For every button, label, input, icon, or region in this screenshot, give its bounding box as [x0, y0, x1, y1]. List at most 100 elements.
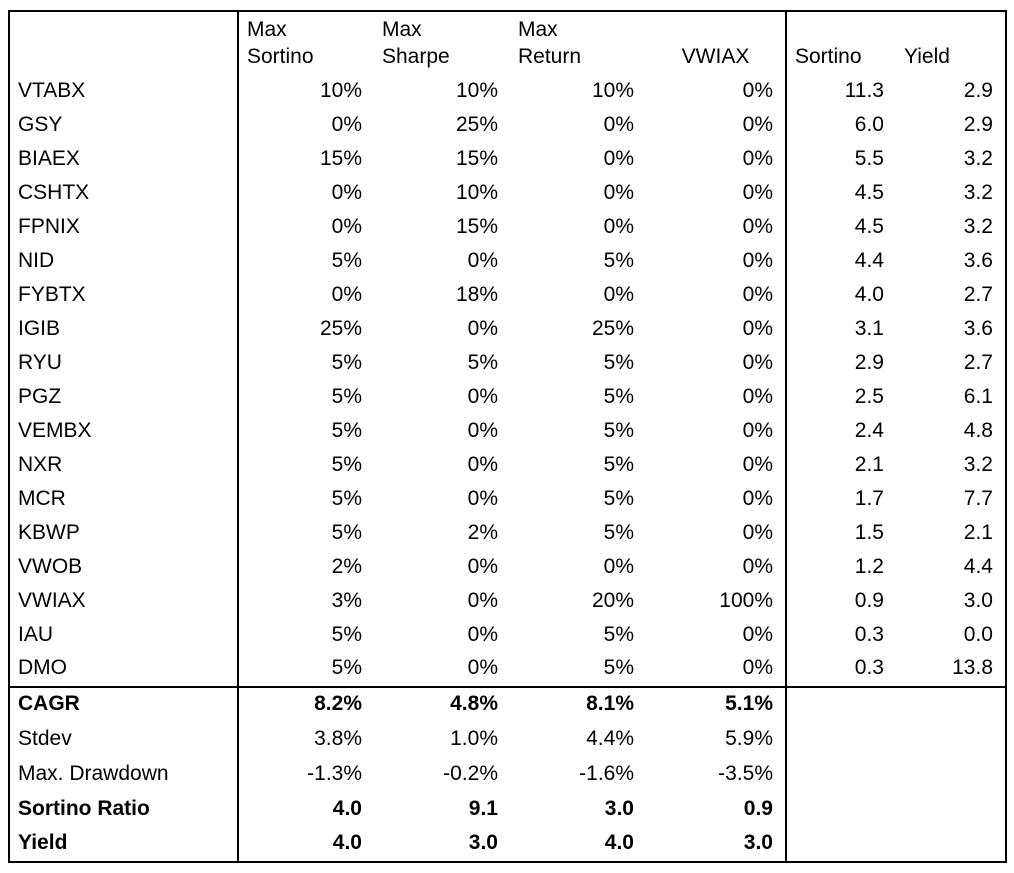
summary-value-cell: 5.9%	[646, 722, 787, 757]
summary-value-cell: 8.2%	[238, 686, 374, 722]
value-cell: 1.7	[854, 486, 884, 510]
value-cell: 0%	[467, 655, 498, 679]
summary-value-cell: -1.3%	[307, 761, 362, 785]
value-cell: 2.5	[854, 384, 884, 408]
value-cell: 2.9	[963, 112, 993, 136]
summary-value-cell: 8.1%	[510, 686, 646, 722]
fund-row: IAU 5% 0% 5% 0% 0.3 0.0	[9, 619, 1006, 653]
value-cell: 2.4	[854, 418, 884, 442]
value-cell: 4.8	[963, 418, 993, 442]
value-cell: 0.3	[854, 655, 884, 679]
value-cell: 10%	[591, 78, 634, 102]
summary-label-cell: Max. Drawdown	[9, 757, 239, 792]
value-cell: 0%	[646, 619, 787, 653]
summary-row: Stdev 3.8% 1.0% 4.4% 5.9%	[9, 722, 1006, 757]
value-cell: 0%	[646, 109, 787, 143]
header-max-return-line2: Return	[518, 44, 582, 68]
ticker-cell: IGIB	[9, 313, 239, 347]
header-empty	[786, 11, 896, 42]
summary-label-cell: CAGR	[9, 686, 239, 722]
value-cell: 15%	[319, 146, 362, 170]
summary-value-cell: 9.1	[468, 796, 498, 820]
header-max-sortino-line1: Max	[247, 17, 287, 41]
summary-value-cell: 3.0	[604, 796, 634, 820]
value-cell: 5%	[603, 452, 634, 476]
value-cell: 2.7	[963, 282, 993, 306]
value-cell: 2.1	[854, 452, 884, 476]
fund-row: PGZ 5% 0% 5% 0% 2.5 6.1	[9, 381, 1006, 415]
value-cell: 5.5	[854, 146, 884, 170]
value-cell: 1.2	[854, 554, 884, 578]
ticker-cell: VWOB	[9, 551, 239, 585]
value-cell: 7.7	[963, 486, 993, 510]
summary-value-cell	[896, 686, 1006, 722]
value-cell: 4.4	[854, 248, 884, 272]
value-cell: 0%	[331, 180, 362, 204]
value-cell: 10%	[455, 78, 498, 102]
fund-row: CSHTX 0% 10% 0% 0% 4.5 3.2	[9, 177, 1006, 211]
value-cell: 4.0	[854, 282, 884, 306]
summary-label-cell: Yield	[9, 827, 239, 862]
summary-value-cell: 4.0	[332, 830, 362, 854]
value-cell: 0%	[603, 180, 634, 204]
value-cell: 0%	[331, 112, 362, 136]
fund-row: VWOB 2% 0% 0% 0% 1.2 4.4	[9, 551, 1006, 585]
value-cell: 2.7	[963, 350, 993, 374]
summary-value-cell: 3.0	[468, 830, 498, 854]
value-cell: 5%	[331, 655, 362, 679]
ticker-cell: BIAEX	[9, 143, 239, 177]
value-cell: 5%	[331, 384, 362, 408]
summary-row: Max. Drawdown -1.3% -0.2% -1.6% -3.5%	[9, 757, 1006, 792]
value-cell: 0%	[646, 211, 787, 245]
ticker-cell: KBWP	[9, 517, 239, 551]
value-cell: 0%	[467, 622, 498, 646]
summary-row: CAGR 8.2% 4.8% 8.1% 5.1%	[9, 686, 1006, 722]
summary-value-cell	[896, 757, 1006, 792]
summary-value-cell: 4.4%	[586, 726, 634, 750]
value-cell: 3%	[331, 588, 362, 612]
value-cell: 0%	[646, 143, 787, 177]
value-cell: 0.0	[963, 622, 993, 646]
summary-value-cell: 0.9	[646, 792, 787, 827]
table-header: Max Max Max Sortino Sharpe Return VWIAX …	[9, 11, 1006, 75]
summary-value-cell	[896, 792, 1006, 827]
summary-value-cell	[896, 722, 1006, 757]
ticker-cell: DMO	[9, 653, 239, 687]
value-cell: 0%	[646, 177, 787, 211]
value-cell: 5%	[603, 248, 634, 272]
summary-row: Yield 4.0 3.0 4.0 3.0	[9, 827, 1006, 862]
value-cell: 0%	[603, 554, 634, 578]
ticker-cell: GSY	[9, 109, 239, 143]
value-cell: 0%	[331, 214, 362, 238]
value-cell: 2%	[467, 520, 498, 544]
value-cell: 5%	[331, 418, 362, 442]
value-cell: 0.9	[854, 588, 884, 612]
value-cell: 15%	[455, 146, 498, 170]
portfolio-allocation-table: Max Max Max Sortino Sharpe Return VWIAX …	[8, 10, 1007, 863]
value-cell: 3.0	[963, 588, 993, 612]
header-vwiax: VWIAX	[646, 42, 787, 75]
value-cell: 0%	[467, 486, 498, 510]
value-cell: 5%	[331, 452, 362, 476]
value-cell: 3.1	[854, 316, 884, 340]
value-cell: 15%	[455, 214, 498, 238]
fund-row: IGIB 25% 0% 25% 0% 3.1 3.6	[9, 313, 1006, 347]
value-cell: 3.2	[963, 180, 993, 204]
summary-value-cell: 4.0	[604, 830, 634, 854]
value-cell: 2.9	[963, 78, 993, 102]
header-ticker-empty	[9, 42, 239, 75]
ticker-cell: VTABX	[9, 75, 239, 109]
ticker-cell: VWIAX	[9, 585, 239, 619]
value-cell: 5%	[331, 520, 362, 544]
value-cell: 20%	[591, 588, 634, 612]
fund-row: KBWP 5% 2% 5% 0% 1.5 2.1	[9, 517, 1006, 551]
value-cell: 0%	[467, 554, 498, 578]
value-cell: 5%	[603, 520, 634, 544]
value-cell: 5%	[603, 486, 634, 510]
value-cell: 0%	[603, 112, 634, 136]
value-cell: 4.5	[854, 214, 884, 238]
value-cell: 3.2	[963, 452, 993, 476]
value-cell: 0%	[467, 452, 498, 476]
ticker-cell: FPNIX	[9, 211, 239, 245]
value-cell: 4.4	[963, 554, 993, 578]
